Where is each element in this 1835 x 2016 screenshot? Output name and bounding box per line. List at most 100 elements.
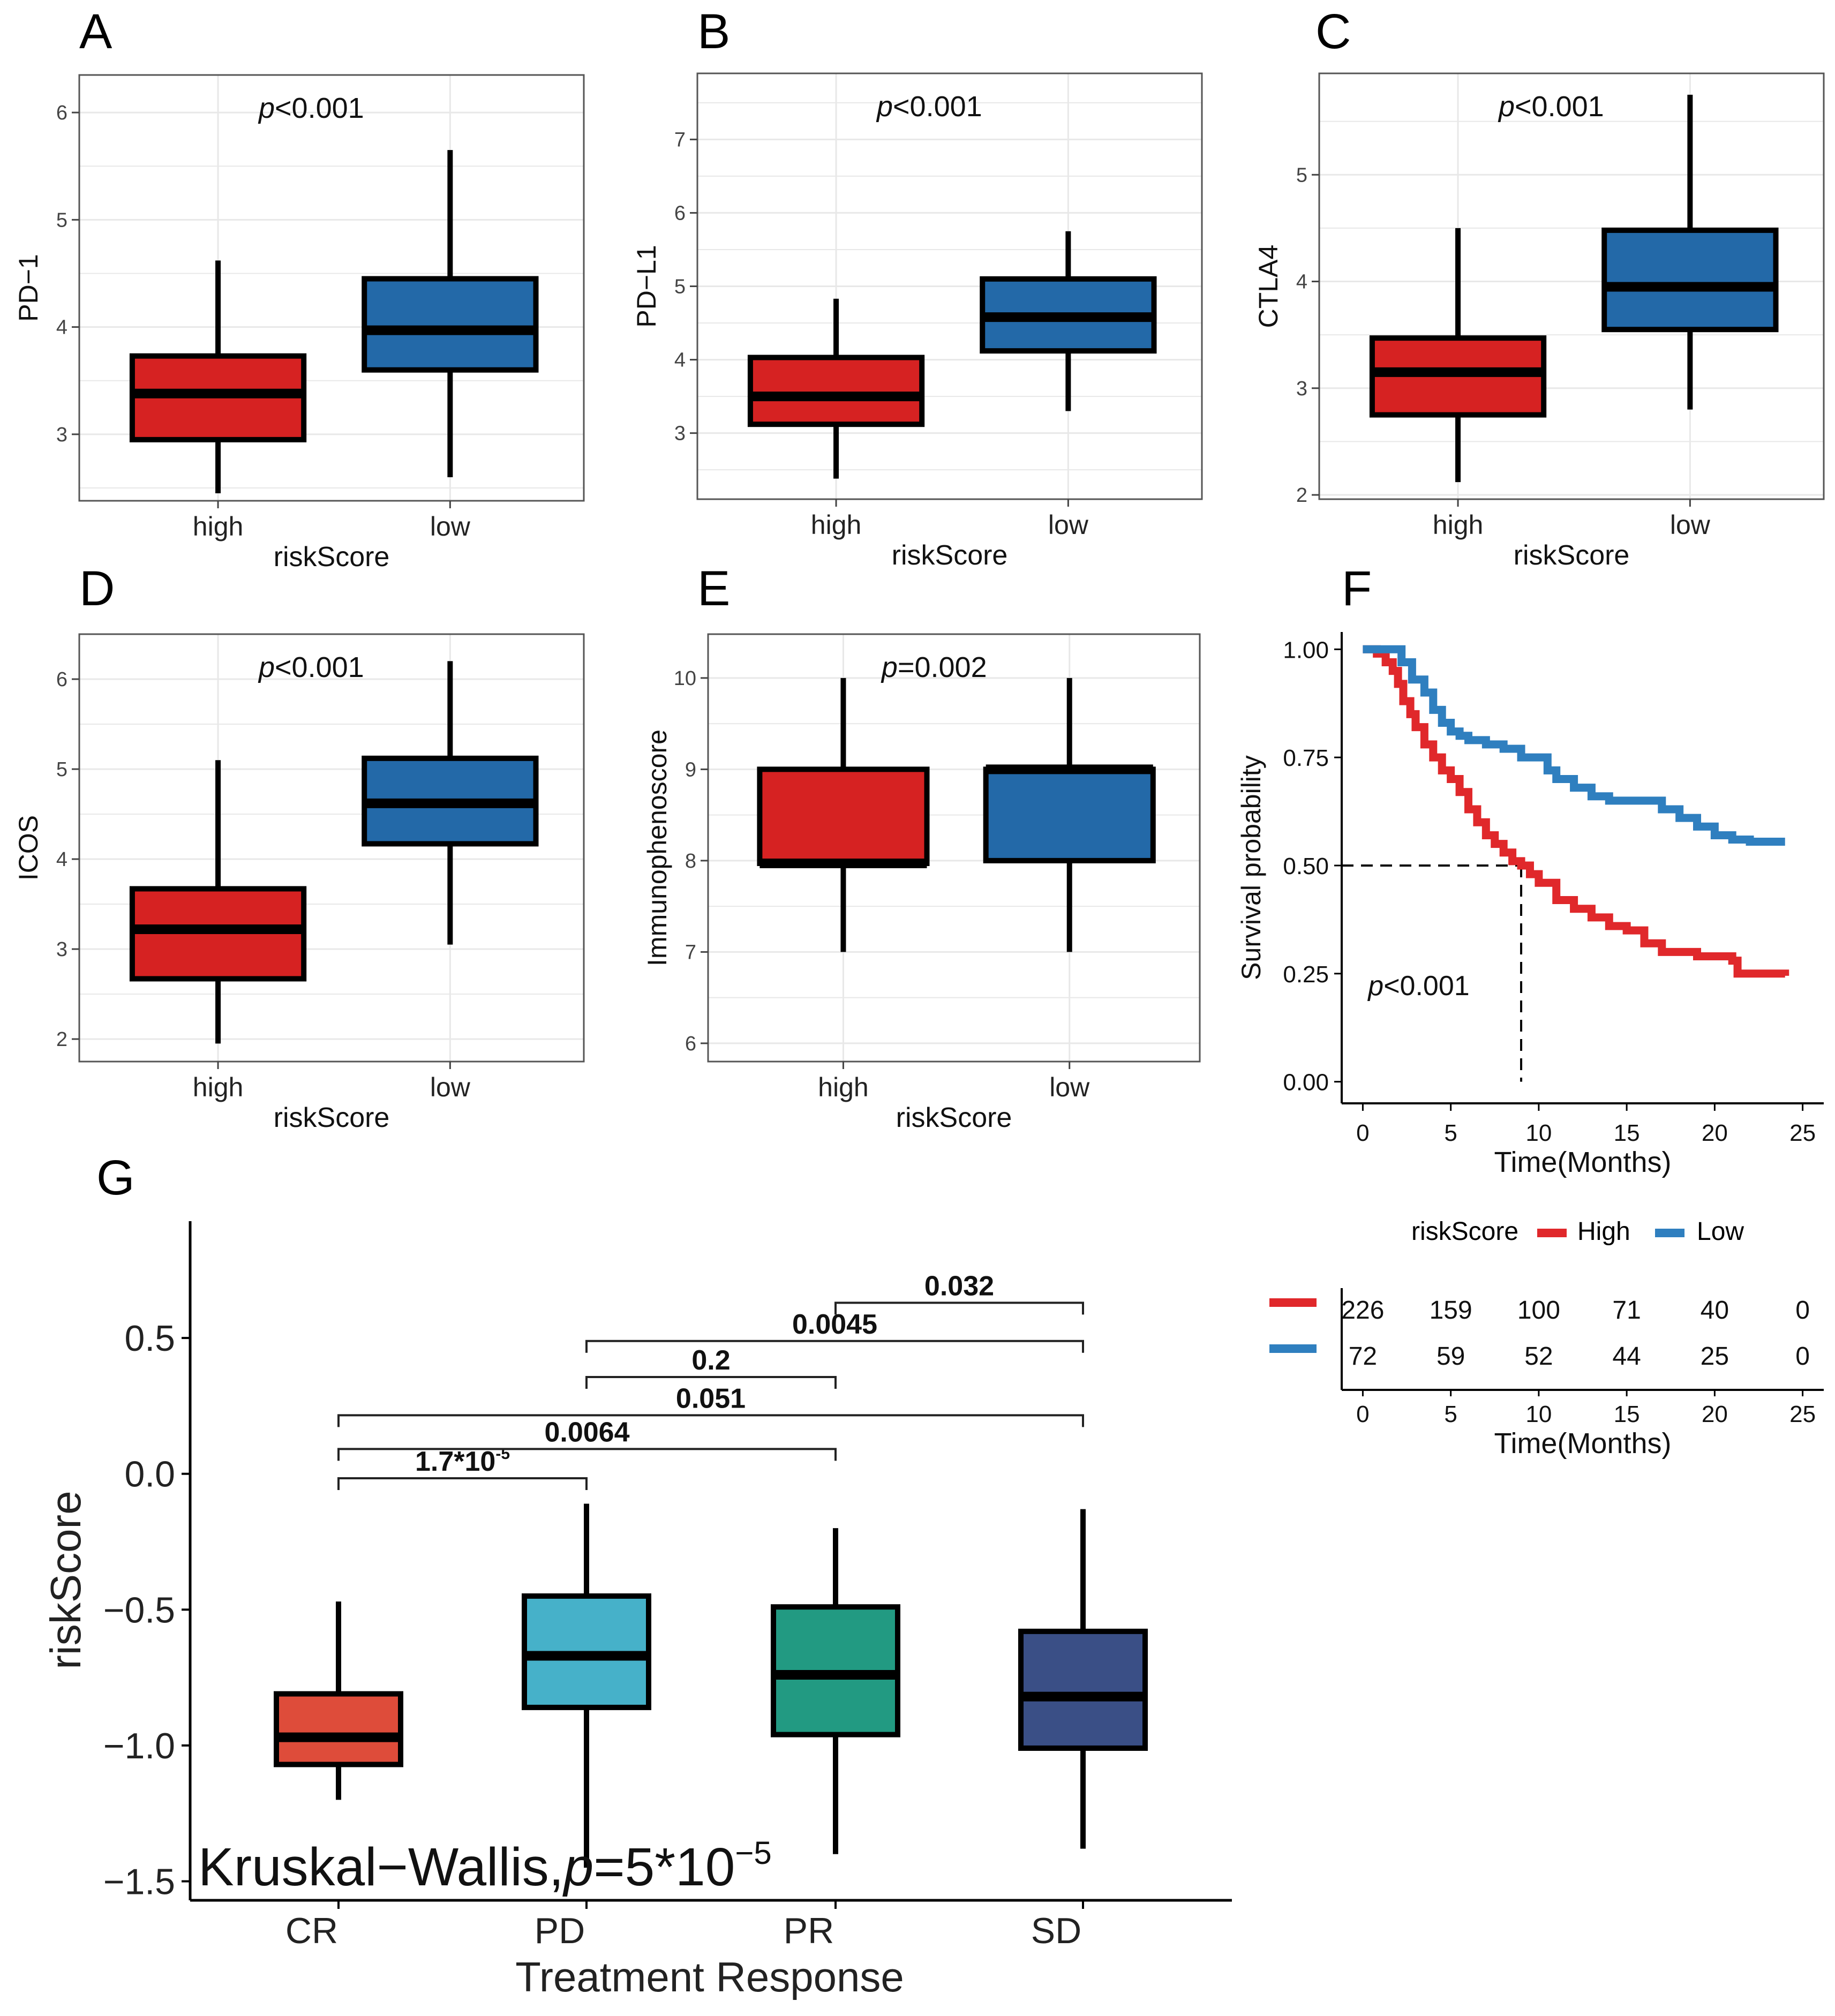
y-tick-label: 4 xyxy=(56,317,67,339)
comparison-p-base: 0.051 xyxy=(676,1383,746,1414)
panel-label-a: A xyxy=(79,4,112,59)
panel-c-ctla4-boxplot: 2 3 4 5 high low riskScore CTLA4 p<0.001 xyxy=(1253,72,1825,571)
y-tick-label: 0.50 xyxy=(1283,853,1329,879)
x-axis-title: Treatment Response xyxy=(515,1953,904,2000)
x-tick-label: 0 xyxy=(1356,1401,1369,1427)
y-tick-label: 0.5 xyxy=(124,1318,175,1359)
y-axis-title: CTLA4 xyxy=(1253,245,1283,328)
panel-label-d: D xyxy=(79,561,115,616)
risk-count: 44 xyxy=(1612,1342,1641,1371)
p-value-label: p=0.002 xyxy=(881,651,987,683)
kruskal-wallis-rest: =5*10 xyxy=(593,1837,735,1897)
x-axis-title: riskScore xyxy=(274,1102,390,1133)
x-tick-label: 15 xyxy=(1614,1401,1640,1427)
p-value-label: p<0.001 xyxy=(258,651,364,683)
km-legend-low-label: Low xyxy=(1697,1217,1744,1246)
y-axis-title: riskScore xyxy=(42,1491,89,1669)
y-tick-label: 1.00 xyxy=(1283,637,1329,663)
x-tick-label: 0 xyxy=(1356,1120,1369,1146)
x-tick-label: 10 xyxy=(1525,1120,1552,1146)
risk-count: 71 xyxy=(1612,1296,1641,1325)
y-tick-label: −0.5 xyxy=(103,1590,175,1630)
y-tick-label: 10 xyxy=(674,667,696,690)
x-tick-label-low: low xyxy=(430,1072,471,1102)
x-tick-label-pd: PD xyxy=(535,1910,585,1951)
comparison-p-exponent: -5 xyxy=(495,1445,510,1463)
y-tick-label: 0.0 xyxy=(124,1454,175,1495)
comparison-bracket xyxy=(585,1340,1084,1353)
p-value-label: p<0.001 xyxy=(1367,971,1469,1002)
y-tick-label: 6 xyxy=(685,1033,696,1055)
risk-count: 40 xyxy=(1701,1296,1729,1325)
y-tick-label: 9 xyxy=(685,758,696,781)
x-tick-label-high: high xyxy=(193,511,244,541)
risk-count: 72 xyxy=(1349,1342,1377,1371)
x-tick-label-low: low xyxy=(430,511,471,541)
y-tick-label: 5 xyxy=(674,276,686,298)
panel-b-pdl1-boxplot: 3 4 5 6 7 high low riskScore PD−L1 p<0.001 xyxy=(631,72,1203,571)
x-tick-label-high: high xyxy=(1433,510,1484,540)
p-value-text: =0.002 xyxy=(898,651,987,683)
comparison-p-value: 1.7*10-5 xyxy=(415,1445,510,1477)
y-tick-label: 8 xyxy=(685,850,696,872)
x-tick-label: 25 xyxy=(1789,1120,1816,1146)
panel-label-b: B xyxy=(697,4,730,59)
x-tick-label: 20 xyxy=(1702,1120,1728,1146)
risk-count: 159 xyxy=(1430,1296,1472,1325)
y-tick-label: 2 xyxy=(1296,484,1307,507)
y-tick-label: 0.75 xyxy=(1283,745,1329,771)
y-axis-title: ICOS xyxy=(13,815,43,881)
comparison-p-value: 0.0064 xyxy=(544,1417,629,1448)
p-value-symbol: p xyxy=(1498,91,1515,123)
risk-count: 0 xyxy=(1795,1342,1810,1371)
comparison-p-base: 0.032 xyxy=(924,1270,994,1302)
risk-count: 25 xyxy=(1701,1342,1729,1371)
y-axis-title: PD−L1 xyxy=(631,245,661,327)
kruskal-wallis-exponent: −5 xyxy=(735,1835,771,1871)
x-tick-label: 10 xyxy=(1525,1401,1552,1427)
risk-count: 0 xyxy=(1795,1296,1810,1325)
km-risk-table: 226 159 100 71 40 0 72 59 52 44 25 0 0 5 10 15 20 25 Time(… xyxy=(1269,1288,1824,1460)
y-tick-label: 6 xyxy=(56,102,67,124)
y-tick-label: 0.25 xyxy=(1283,961,1329,988)
p-value-text: <0.001 xyxy=(275,651,364,683)
p-value-symbol: p xyxy=(876,91,893,123)
risk-count: 100 xyxy=(1517,1296,1560,1325)
p-value-symbol: p xyxy=(881,651,898,683)
box-low xyxy=(362,276,539,373)
panel-label-f: F xyxy=(1342,561,1372,616)
kruskal-wallis-label: Kruskal−Wallis,p=5*10−5 xyxy=(198,1835,772,1897)
km-legend-title: riskScore xyxy=(1411,1217,1518,1246)
risk-count: 52 xyxy=(1524,1342,1553,1371)
box-cr xyxy=(274,1691,403,1767)
x-axis-title: riskScore xyxy=(892,540,1008,571)
x-tick-label: 15 xyxy=(1614,1120,1640,1146)
y-tick-label: 3 xyxy=(674,423,686,445)
p-value-symbol: p xyxy=(1367,971,1383,1002)
x-axis-title: Time(Months) xyxy=(1494,1146,1671,1178)
x-tick-label-low: low xyxy=(1670,510,1711,540)
kruskal-wallis-prefix: Kruskal−Wallis, xyxy=(198,1837,564,1897)
p-value-text: <0.001 xyxy=(1383,971,1470,1002)
y-tick-label: 0.00 xyxy=(1283,1070,1329,1096)
p-value-text: <0.001 xyxy=(275,92,364,124)
y-axis-title: Survival probability xyxy=(1236,755,1266,980)
panel-g-treatment-response-boxplot: −1.5 −1.0 −0.5 0.0 0.5 CR PD PR SD Treatment Resp… xyxy=(42,1221,1232,2000)
x-tick-label-high: high xyxy=(811,510,862,540)
comparison-p-value: 0.051 xyxy=(676,1383,746,1414)
p-value-label: p<0.001 xyxy=(258,92,364,124)
x-axis-title: riskScore xyxy=(274,541,390,573)
panel-d-icos-boxplot: 2 3 4 5 6 high low riskScore ICOS p<0.001 xyxy=(13,633,585,1133)
panel-a-pd1-boxplot: 3 4 5 6 high low riskScore PD−1 p<0.001 xyxy=(13,74,585,573)
panel-e-immunophenoscore-boxplot: 6 7 8 9 10 high low riskScore Immunophenoscore p=… xyxy=(642,633,1201,1133)
x-tick-label: 20 xyxy=(1702,1401,1728,1427)
x-tick-label: 25 xyxy=(1789,1401,1816,1427)
y-tick-label: 5 xyxy=(56,209,67,231)
y-tick-label: 6 xyxy=(674,202,686,224)
x-tick-label: 5 xyxy=(1444,1120,1457,1146)
y-tick-label: 7 xyxy=(674,129,686,151)
comparison-bracket xyxy=(834,1302,1084,1315)
x-axis-title: riskScore xyxy=(1514,540,1630,571)
p-value-label: p<0.001 xyxy=(876,91,982,123)
comparison-bracket xyxy=(337,1414,1084,1427)
